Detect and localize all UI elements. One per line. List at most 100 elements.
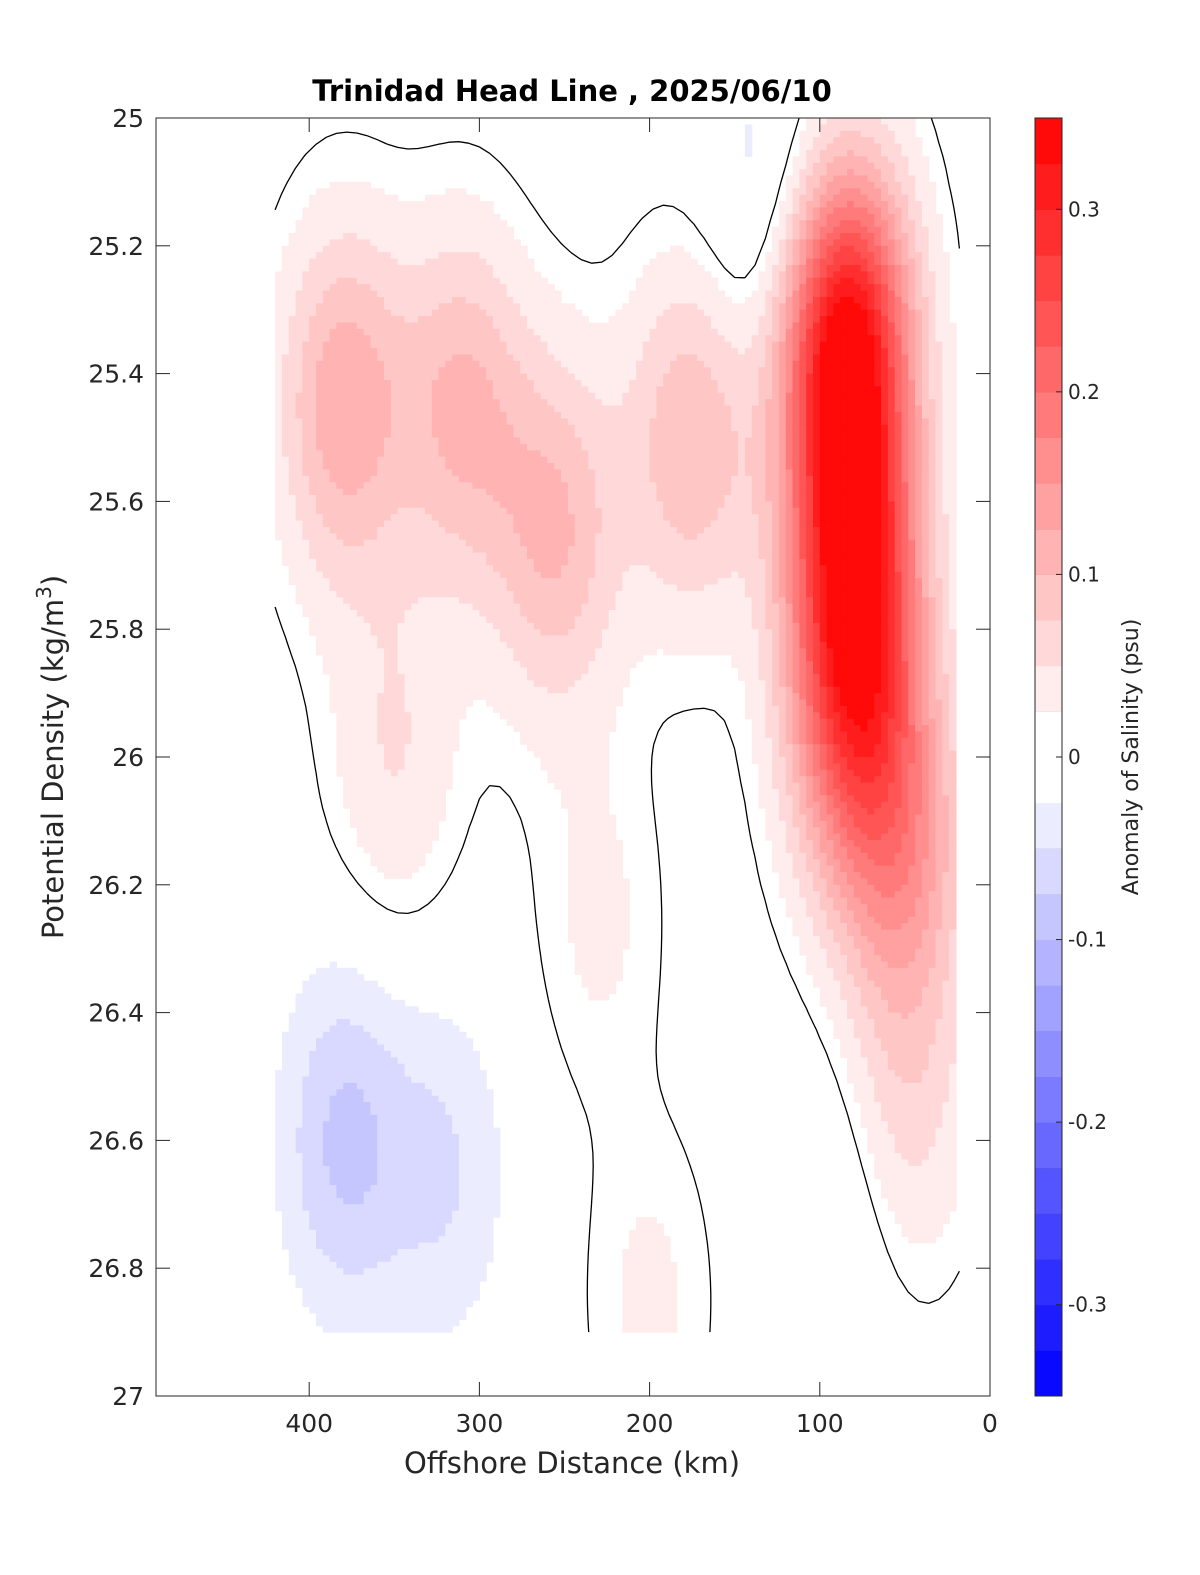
contour-cell bbox=[343, 1204, 351, 1212]
contour-cell bbox=[418, 584, 426, 592]
contour-cell bbox=[329, 1274, 338, 1282]
contour-cell bbox=[458, 284, 467, 292]
contour-cell bbox=[418, 769, 426, 777]
contour-cell bbox=[336, 737, 344, 745]
contour-cell bbox=[384, 1165, 392, 1173]
contour-cell bbox=[384, 213, 392, 221]
contour-cell bbox=[356, 980, 365, 988]
contour-cell bbox=[350, 1114, 358, 1122]
contour-cell bbox=[377, 424, 385, 432]
contour-cell bbox=[377, 341, 385, 349]
contour-cell bbox=[336, 725, 344, 733]
contour-cell bbox=[336, 1018, 344, 1026]
contour-cell bbox=[390, 392, 399, 400]
contour-cell bbox=[499, 571, 508, 579]
contour-cell bbox=[363, 1012, 372, 1020]
contour-cell bbox=[493, 379, 501, 387]
contour-cell bbox=[438, 514, 446, 522]
contour-cell bbox=[479, 501, 487, 509]
contour-cell bbox=[363, 1325, 372, 1333]
contour-cell bbox=[315, 1319, 324, 1327]
contour-cell bbox=[424, 1057, 433, 1065]
contour-cell bbox=[458, 629, 467, 637]
contour-cell bbox=[486, 488, 494, 496]
contour-cell bbox=[295, 277, 303, 285]
contour-cell bbox=[322, 667, 331, 675]
contour-cell bbox=[445, 641, 453, 649]
contour-cell bbox=[302, 418, 310, 426]
contour-cell bbox=[356, 341, 365, 349]
contour-cell bbox=[445, 1268, 453, 1276]
contour-cell bbox=[424, 348, 433, 356]
contour-cell bbox=[540, 590, 549, 598]
contour-cell bbox=[329, 565, 338, 573]
contour-cell bbox=[315, 610, 324, 618]
contour-cell bbox=[499, 469, 508, 477]
contour-cell bbox=[343, 1114, 351, 1122]
contour-cell bbox=[302, 482, 310, 490]
contour-cell bbox=[350, 1095, 358, 1103]
contour-cell bbox=[397, 245, 406, 253]
contour-cell bbox=[315, 1044, 324, 1052]
contour-cell bbox=[404, 399, 412, 407]
contour-cell bbox=[390, 590, 399, 598]
contour-cell bbox=[322, 271, 331, 279]
contour-cell bbox=[315, 264, 324, 272]
contour-cell bbox=[520, 418, 528, 426]
contour-cell bbox=[540, 316, 549, 324]
contour-cell bbox=[397, 808, 406, 816]
contour-cell bbox=[533, 552, 542, 560]
contour-cell bbox=[527, 501, 535, 509]
contour-cell bbox=[458, 316, 467, 324]
contour-cell bbox=[533, 443, 542, 451]
contour-cell bbox=[438, 373, 446, 381]
contour-cell bbox=[486, 501, 494, 509]
contour-cell bbox=[540, 348, 549, 356]
contour-cell bbox=[431, 1229, 440, 1237]
contour-cell bbox=[513, 335, 521, 343]
contour-cell bbox=[540, 584, 549, 592]
contour-cell bbox=[390, 1197, 399, 1205]
contour-cell bbox=[458, 1095, 467, 1103]
contour-cell bbox=[438, 1312, 446, 1320]
contour-cell bbox=[356, 1102, 365, 1110]
contour-cell bbox=[520, 475, 528, 483]
contour-cell bbox=[343, 1242, 351, 1250]
contour-cell bbox=[315, 348, 324, 356]
contour-cell bbox=[356, 1217, 365, 1225]
contour-cell bbox=[281, 539, 290, 547]
contour-cell bbox=[486, 271, 494, 279]
contour-cell bbox=[336, 341, 344, 349]
contour-cell bbox=[390, 1050, 399, 1058]
contour-cell bbox=[397, 463, 406, 471]
contour-cell bbox=[350, 718, 358, 726]
contour-cell bbox=[418, 629, 426, 637]
contour-cell bbox=[275, 469, 283, 477]
contour-cell bbox=[540, 360, 549, 368]
contour-cell bbox=[363, 194, 372, 202]
contour-cell bbox=[458, 482, 467, 490]
contour-cell bbox=[458, 1312, 467, 1320]
contour-cell bbox=[479, 207, 487, 215]
contour-cell bbox=[520, 699, 528, 707]
contour-cell bbox=[513, 328, 521, 336]
contour-cell bbox=[486, 1121, 494, 1129]
contour-cell bbox=[384, 757, 392, 764]
contour-cell bbox=[336, 597, 344, 605]
contour-cell bbox=[336, 245, 344, 253]
contour-cell bbox=[445, 284, 453, 292]
contour-cell bbox=[397, 1063, 406, 1071]
contour-cell bbox=[479, 1165, 487, 1173]
contour-cell bbox=[390, 788, 399, 796]
contour-cell bbox=[520, 552, 528, 560]
contour-cell bbox=[479, 1255, 487, 1263]
contour-cell bbox=[445, 360, 453, 368]
contour-cell bbox=[438, 335, 446, 343]
contour-cell bbox=[527, 507, 535, 515]
contour-cell bbox=[363, 680, 372, 688]
contour-cell bbox=[281, 546, 290, 554]
contour-cell bbox=[404, 795, 412, 803]
contour-cell bbox=[377, 565, 385, 573]
contour-cell bbox=[363, 1280, 372, 1288]
contour-cell bbox=[363, 712, 372, 720]
